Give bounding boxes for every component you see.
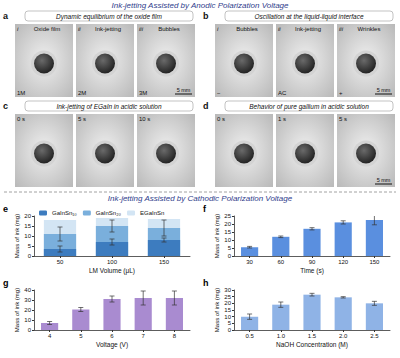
svg-text:5 mm: 5 mm (177, 87, 191, 93)
svg-text:5 s: 5 s (78, 116, 86, 122)
svg-text:c: c (3, 101, 8, 111)
html-text:h: h (203, 278, 209, 288)
svg-text:15: 15 (224, 229, 231, 235)
svg-text:30: 30 (24, 297, 31, 303)
svg-text:0.5: 0.5 (245, 333, 254, 339)
svg-text:10: 10 (24, 317, 31, 323)
svg-text:Mass of ink (mg): Mass of ink (mg) (14, 288, 20, 332)
svg-text:90: 90 (309, 259, 316, 265)
svg-text:150: 150 (159, 259, 170, 265)
svg-text:1.0: 1.0 (277, 333, 286, 339)
html-text:Ink-jetting Assisted by Cathod: Ink-jetting Assisted by Cathodic Polariz… (107, 194, 293, 203)
svg-text:a: a (3, 11, 9, 21)
svg-text:0: 0 (228, 327, 232, 333)
svg-text:20: 20 (224, 221, 231, 227)
svg-text:−: − (217, 90, 221, 96)
svg-text:20: 20 (24, 307, 31, 313)
svg-text:b: b (203, 11, 209, 21)
svg-text:5 s: 5 s (339, 116, 347, 122)
svg-text:40: 40 (24, 287, 31, 293)
svg-text:EGaInSn: EGaInSn (140, 210, 164, 216)
svg-text:0: 0 (28, 253, 32, 259)
html-text:e: e (3, 204, 8, 214)
svg-text:25: 25 (224, 213, 231, 219)
svg-text:Oscillation at the liquid-liqu: Oscillation at the liquid-liquid interfa… (254, 13, 363, 21)
svg-text:3M: 3M (139, 90, 147, 96)
svg-text:50: 50 (57, 259, 64, 265)
svg-text:30: 30 (246, 259, 253, 265)
svg-text:10: 10 (224, 314, 231, 320)
svg-text:Ink-jetting of EGaIn in acidic: Ink-jetting of EGaIn in acidic solution (56, 103, 162, 111)
svg-text:iii: iii (339, 26, 344, 32)
svg-text:10: 10 (24, 233, 31, 239)
svg-text:Wrinkles: Wrinkles (358, 26, 381, 32)
svg-text:Bubbles: Bubbles (236, 26, 258, 32)
svg-text:GaInSn₂₀: GaInSn₂₀ (96, 210, 122, 216)
svg-text:Ink-jetting: Ink-jetting (95, 26, 121, 32)
svg-text:8: 8 (173, 333, 177, 339)
svg-text:AC: AC (278, 90, 287, 96)
svg-text:15: 15 (224, 307, 231, 313)
svg-text:150: 150 (369, 259, 380, 265)
svg-text:5: 5 (228, 245, 232, 251)
svg-text:5 mm: 5 mm (377, 87, 391, 93)
svg-text:20: 20 (224, 300, 231, 306)
svg-text:GaInSn₁₀: GaInSn₁₀ (52, 210, 77, 216)
svg-text:ii: ii (78, 26, 81, 32)
svg-text:0: 0 (28, 327, 32, 333)
svg-text:LM Volume (μL): LM Volume (μL) (89, 267, 135, 275)
svg-text:2M: 2M (78, 90, 86, 96)
svg-text:5 mm: 5 mm (377, 177, 391, 183)
svg-text:Mass of ink (mg): Mass of ink (mg) (14, 214, 20, 258)
svg-text:Bubbles: Bubbles (158, 26, 180, 32)
svg-text:Behavior of pure gallium in ac: Behavior of pure gallium in acidic solut… (249, 103, 369, 111)
svg-text:2.0: 2.0 (339, 333, 348, 339)
svg-text:5: 5 (28, 243, 32, 249)
svg-text:5: 5 (79, 333, 83, 339)
svg-text:Time (s): Time (s) (300, 267, 324, 275)
html-text:f: f (203, 204, 206, 214)
svg-text:0 s: 0 s (17, 116, 25, 122)
svg-text:30: 30 (224, 287, 231, 293)
svg-text:ii: ii (278, 26, 281, 32)
svg-text:+: + (339, 90, 343, 96)
svg-text:1M: 1M (17, 90, 25, 96)
svg-text:25: 25 (224, 294, 231, 300)
svg-text:120: 120 (338, 259, 349, 265)
svg-text:60: 60 (277, 259, 284, 265)
svg-text:6: 6 (110, 333, 114, 339)
svg-text:NaOH Concentration (M): NaOH Concentration (M) (276, 341, 348, 349)
svg-text:7: 7 (142, 333, 146, 339)
svg-text:4: 4 (48, 333, 52, 339)
svg-text:20: 20 (24, 213, 31, 219)
svg-text:100: 100 (107, 259, 118, 265)
svg-text:15: 15 (24, 223, 31, 229)
svg-text:0 s: 0 s (217, 116, 225, 122)
svg-text:Dynamic equilibrium of the oxi: Dynamic equilibrium of the oxide film (56, 13, 162, 21)
svg-text:Ink-jetting: Ink-jetting (295, 26, 321, 32)
svg-text:0: 0 (228, 253, 232, 259)
svg-text:i: i (217, 26, 219, 32)
svg-text:10 s: 10 s (139, 116, 150, 122)
svg-text:Oxide film: Oxide film (34, 26, 61, 32)
svg-text:d: d (203, 101, 209, 111)
svg-text:iii: iii (139, 26, 144, 32)
svg-text:5: 5 (228, 320, 232, 326)
svg-text:Voltage (V): Voltage (V) (96, 341, 128, 349)
svg-text:10: 10 (224, 237, 231, 243)
svg-text:Mass of ink (mg): Mass of ink (mg) (214, 214, 220, 258)
svg-text:1 s: 1 s (278, 116, 286, 122)
svg-text:Mass of ink (mg): Mass of ink (mg) (214, 288, 220, 332)
svg-text:1.5: 1.5 (308, 333, 317, 339)
html-text:g: g (3, 278, 9, 288)
svg-text:2.5: 2.5 (370, 333, 379, 339)
html-text:Ink-jetting Assisted by Anodic: Ink-jetting Assisted by Anodic Polarizat… (111, 1, 289, 10)
svg-text:i: i (17, 26, 19, 32)
